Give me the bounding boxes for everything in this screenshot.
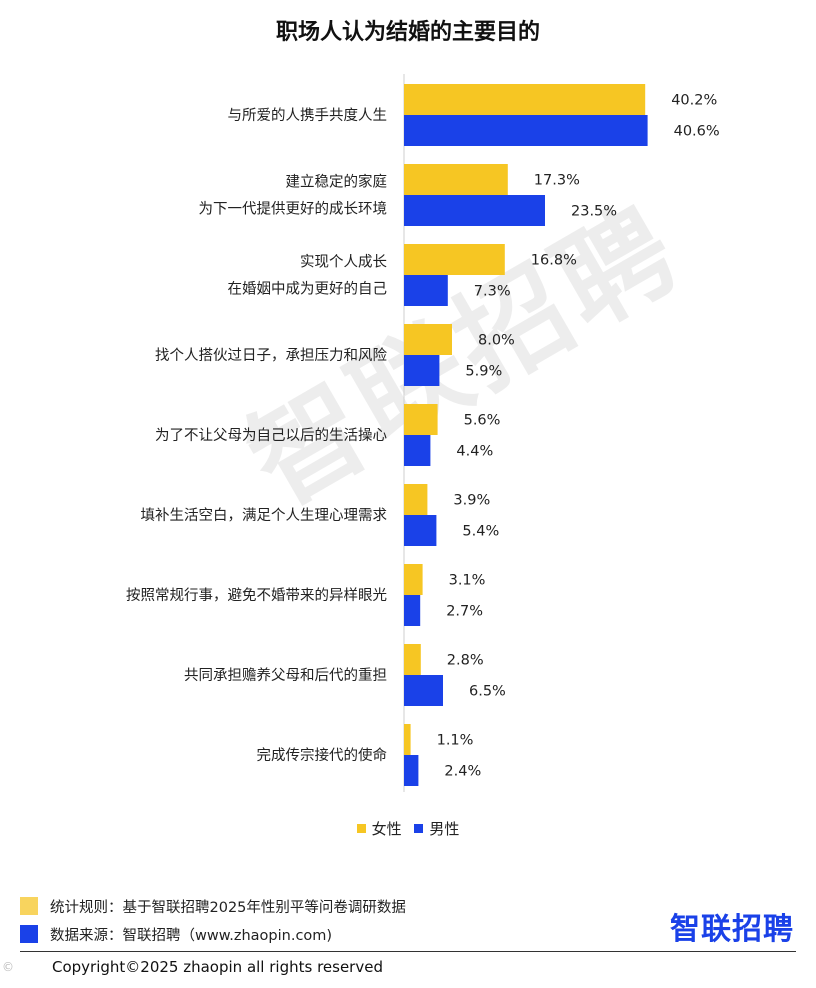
category-label-line: 建立稳定的家庭 bbox=[286, 174, 388, 191]
category-label-conform: 按照常规行事，避免不婚带来的异样眼光 bbox=[126, 587, 387, 604]
legend: 女性 男性 bbox=[0, 818, 816, 839]
footer-divider bbox=[20, 951, 796, 952]
bar-female-companion bbox=[404, 84, 646, 115]
value-label-female-fill-void: 3.9% bbox=[453, 493, 490, 509]
value-label-male-conform: 2.7% bbox=[446, 604, 483, 620]
legend-label-male: 男性 bbox=[429, 820, 460, 838]
bar-female-parents-worry bbox=[404, 404, 438, 435]
bar-male-companion bbox=[404, 115, 648, 146]
bar-chart: 与所爱的人携手共度人生 40.2% 40.6% 建立稳定的家庭为下一代提供更好的成长环… bbox=[126, 74, 720, 792]
category-label-line: 在婚姻中成为更好的自己 bbox=[228, 281, 388, 298]
bar-female-personal-growth bbox=[404, 244, 505, 275]
value-label-female-lineage: 1.1% bbox=[437, 733, 474, 749]
footnote-source-text: 数据来源：智联招聘（www.zhaopin.com) bbox=[50, 928, 333, 944]
bar-female-lineage bbox=[404, 724, 411, 755]
bar-male-fill-void bbox=[404, 515, 437, 546]
category-label-line: 实现个人成长 bbox=[300, 254, 387, 271]
footnote-source: 数据来源：智联招聘（www.zhaopin.com) bbox=[20, 924, 332, 945]
legend-item-male: 男性 bbox=[414, 818, 459, 839]
value-label-male-stable-family: 23.5% bbox=[571, 204, 617, 220]
value-label-female-stable-family: 17.3% bbox=[534, 173, 580, 189]
footnote-square-blue bbox=[20, 925, 38, 943]
category-label-line: 填补生活空白，满足个人生理心理需求 bbox=[141, 507, 388, 524]
category-label-line: 完成传宗接代的使命 bbox=[257, 746, 388, 764]
bar-male-personal-growth bbox=[404, 275, 448, 306]
category-label-personal-growth: 实现个人成长在婚姻中成为更好的自己 bbox=[228, 254, 388, 298]
value-label-male-companion: 40.6% bbox=[674, 124, 720, 140]
value-label-male-personal-growth: 7.3% bbox=[474, 284, 511, 300]
bar-male-parents-worry bbox=[404, 435, 431, 466]
value-label-female-conform: 3.1% bbox=[449, 573, 486, 589]
category-label-parents-worry: 为了不让父母为自己以后的生活操心 bbox=[155, 427, 387, 444]
value-label-male-support-family: 6.5% bbox=[469, 684, 506, 700]
value-label-female-parents-worry: 5.6% bbox=[464, 413, 501, 429]
category-label-companion: 与所爱的人携手共度人生 bbox=[228, 107, 388, 124]
legend-swatch-female bbox=[356, 824, 366, 833]
value-label-female-companion: 40.2% bbox=[671, 93, 717, 109]
legend-swatch-male bbox=[414, 824, 424, 833]
category-label-line: 找个人搭伙过日子，承担压力和风险 bbox=[155, 347, 387, 364]
category-label-line: 为下一代提供更好的成长环境 bbox=[199, 200, 388, 218]
corner-mark: © bbox=[2, 960, 14, 974]
bar-female-conform bbox=[404, 564, 423, 595]
bar-female-stable-family bbox=[404, 164, 508, 195]
category-label-line: 与所爱的人携手共度人生 bbox=[228, 107, 388, 124]
category-label-fill-void: 填补生活空白，满足个人生理心理需求 bbox=[141, 507, 388, 524]
category-label-support-family: 共同承担赡养父母和后代的重担 bbox=[184, 667, 387, 684]
legend-label-female: 女性 bbox=[371, 820, 402, 838]
category-label-line: 共同承担赡养父母和后代的重担 bbox=[184, 667, 387, 684]
category-label-line: 按照常规行事，避免不婚带来的异样眼光 bbox=[126, 587, 387, 604]
bar-female-support-family bbox=[404, 644, 421, 675]
value-label-female-support-family: 2.8% bbox=[447, 653, 484, 669]
footnote-square-yellow bbox=[20, 897, 38, 915]
bar-male-support-family bbox=[404, 675, 443, 706]
zhaopin-logo: 智联招聘 bbox=[670, 912, 794, 947]
chart-title: 职场人认为结婚的主要目的 bbox=[275, 20, 540, 45]
value-label-male-share-burden: 5.9% bbox=[465, 364, 502, 380]
category-label-stable-family: 建立稳定的家庭为下一代提供更好的成长环境 bbox=[199, 174, 388, 218]
bar-male-stable-family bbox=[404, 195, 545, 226]
category-label-lineage: 完成传宗接代的使命 bbox=[257, 746, 388, 764]
bar-male-conform bbox=[404, 595, 421, 626]
category-label-share-burden: 找个人搭伙过日子，承担压力和风险 bbox=[155, 347, 387, 364]
copyright-text: Copyright©2025 zhaopin all rights reserv… bbox=[52, 958, 383, 976]
value-label-male-fill-void: 5.4% bbox=[462, 524, 499, 540]
value-label-female-personal-growth: 16.8% bbox=[531, 253, 577, 269]
category-label-line: 为了不让父母为自己以后的生活操心 bbox=[155, 427, 387, 444]
footnote-rule-text: 统计规则：基于智联招聘2025年性别平等问卷调研数据 bbox=[50, 900, 406, 916]
legend-item-female: 女性 bbox=[356, 818, 402, 839]
footnote-rule: 统计规则：基于智联招聘2025年性别平等问卷调研数据 bbox=[20, 896, 406, 917]
bar-male-share-burden bbox=[404, 355, 440, 386]
value-label-female-share-burden: 8.0% bbox=[478, 333, 515, 349]
value-label-male-lineage: 2.4% bbox=[444, 764, 481, 780]
value-label-male-parents-worry: 4.4% bbox=[456, 444, 493, 460]
bar-female-share-burden bbox=[404, 324, 452, 355]
bar-female-fill-void bbox=[404, 484, 428, 515]
bar-male-lineage bbox=[404, 755, 419, 786]
